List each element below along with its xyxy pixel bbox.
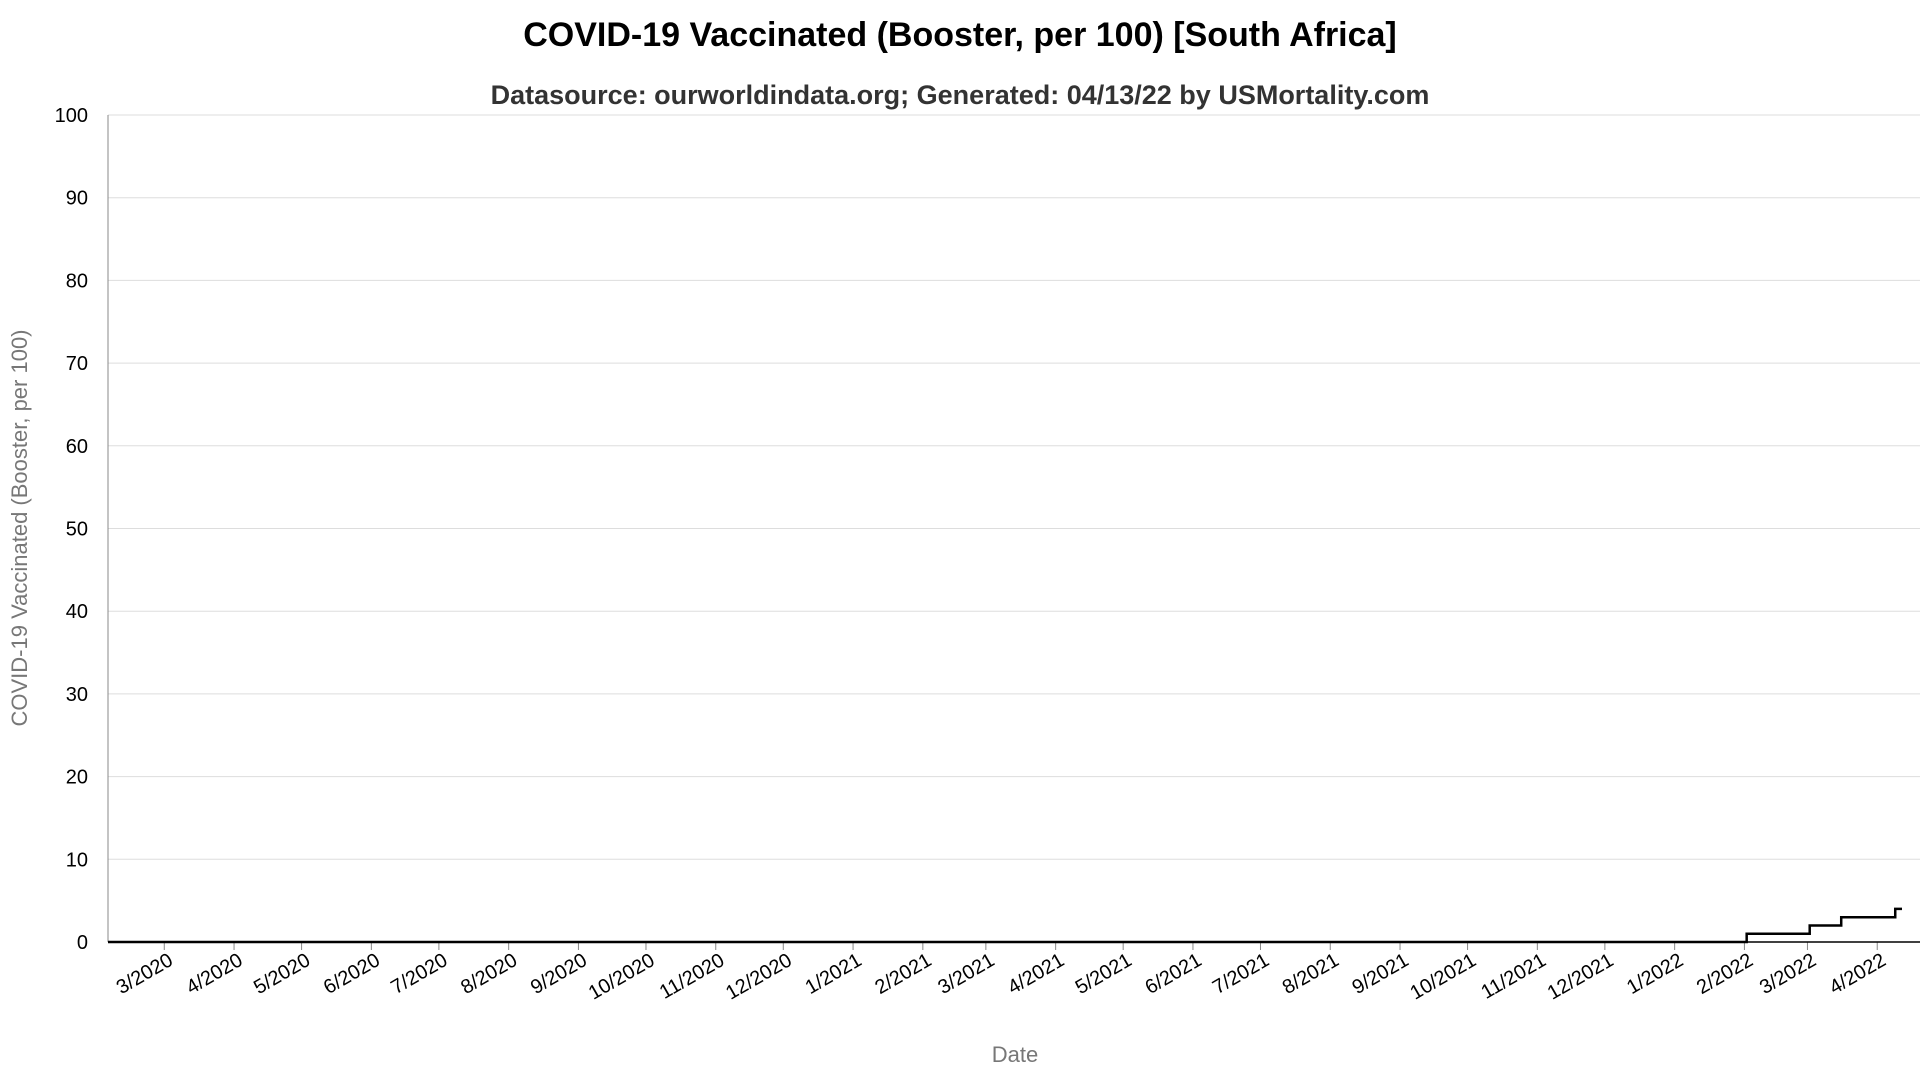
chart-subtitle: Datasource: ourworldindata.org; Generate… xyxy=(490,80,1430,110)
x-tick-label: 2/2021 xyxy=(871,949,935,999)
x-axis-ticks xyxy=(163,942,1878,950)
y-tick-label: 50 xyxy=(66,519,88,541)
x-tick-label: 12/2021 xyxy=(1544,949,1618,1004)
y-tick-label: 60 xyxy=(66,436,88,458)
y-tick-label: 100 xyxy=(55,105,88,127)
x-tick-label: 10/2021 xyxy=(1406,949,1480,1004)
series-layer xyxy=(108,907,1902,944)
y-axis-tick-labels: 0 10 20 30 40 50 60 70 80 90 100 xyxy=(55,105,88,954)
x-tick-label: 6/2020 xyxy=(320,949,384,999)
y-tick-label: 0 xyxy=(77,932,88,954)
x-tick-label: 12/2020 xyxy=(722,949,796,1004)
y-tick-label: 40 xyxy=(66,601,88,623)
x-tick-label: 4/2021 xyxy=(1004,949,1068,999)
x-tick-label: 4/2022 xyxy=(1826,949,1890,999)
y-tick-label: 10 xyxy=(66,849,88,871)
y-tick-label: 80 xyxy=(66,270,88,292)
y-tick-label: 90 xyxy=(66,188,88,210)
x-tick-label: 11/2020 xyxy=(656,949,728,1003)
x-tick-label: 11/2021 xyxy=(1478,949,1550,1003)
x-tick-label: 1/2021 xyxy=(802,949,866,999)
x-tick-label: 3/2022 xyxy=(1756,949,1820,999)
y-tick-label: 70 xyxy=(66,353,88,375)
series-line xyxy=(108,907,1902,944)
y-tick-label: 30 xyxy=(66,684,88,706)
x-tick-label: 7/2021 xyxy=(1209,949,1273,999)
x-axis-tick-labels: 3/2020 4/2020 5/2020 6/2020 7/2020 8/2020 9/20… xyxy=(113,949,1890,1004)
grid-lines xyxy=(108,114,1920,860)
x-axis-title: Date xyxy=(992,1042,1038,1067)
x-tick-label: 7/2020 xyxy=(387,949,451,999)
x-tick-label: 4/2020 xyxy=(183,949,247,999)
x-tick-label: 3/2020 xyxy=(113,949,177,999)
x-tick-label: 1/2022 xyxy=(1623,949,1687,999)
x-tick-label: 5/2020 xyxy=(250,949,314,999)
y-axis-title: COVID-19 Vaccinated (Booster, per 100) xyxy=(7,329,32,726)
x-tick-label: 6/2021 xyxy=(1141,949,1205,999)
x-tick-label: 9/2020 xyxy=(527,949,591,999)
x-tick-label: 9/2021 xyxy=(1349,949,1413,999)
chart-title: COVID-19 Vaccinated (Booster, per 100) [… xyxy=(523,16,1397,54)
x-tick-label: 3/2021 xyxy=(934,949,998,999)
x-tick-label: 5/2021 xyxy=(1072,949,1136,999)
x-tick-label: 8/2021 xyxy=(1279,949,1343,999)
x-tick-label: 10/2020 xyxy=(585,949,659,1004)
x-tick-label: 8/2020 xyxy=(457,949,521,999)
y-tick-label: 20 xyxy=(66,767,88,789)
x-tick-label: 2/2022 xyxy=(1693,949,1757,999)
